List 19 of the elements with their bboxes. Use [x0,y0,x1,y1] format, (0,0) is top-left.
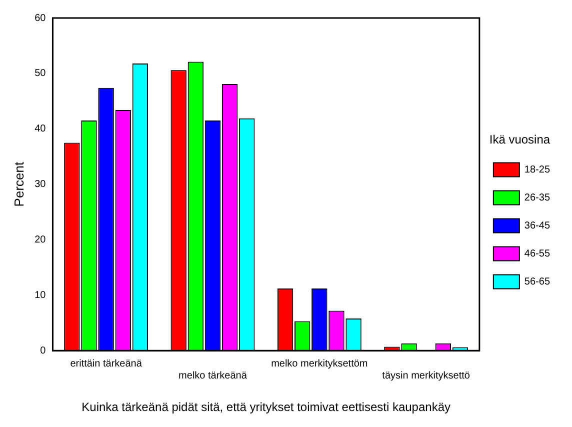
x-tick-label: erittäin tärkeänä [70,358,142,370]
y-tick-label: 0 [40,345,46,356]
y-tick-label: 40 [34,124,46,135]
x-tick-label: melko tärkeänä [178,370,248,382]
x-tick-label: melko merkityksettöm [271,358,368,370]
legend-label: 26-35 [524,192,550,204]
x-axis-title: Kuinka tärkeänä pidät sitä, että yritykset toimivat eettisesti kaupankäy [82,400,451,414]
legend-label: 46-55 [524,248,550,260]
legend-label: 56-65 [524,276,550,288]
y-tick-label: 50 [34,68,46,80]
y-tick-label: 30 [34,179,46,190]
y-tick-label: 60 [34,12,46,24]
y-tick-label: 20 [34,234,46,246]
y-axis-title: Percent [11,162,26,207]
y-tick-label: 10 [34,290,46,301]
legend-label: 18-25 [524,164,550,176]
legend-label: 36-45 [524,220,550,232]
x-tick-label: täysin merkityksettö [382,370,470,382]
legend-title: Ikä vuosina [489,132,550,147]
